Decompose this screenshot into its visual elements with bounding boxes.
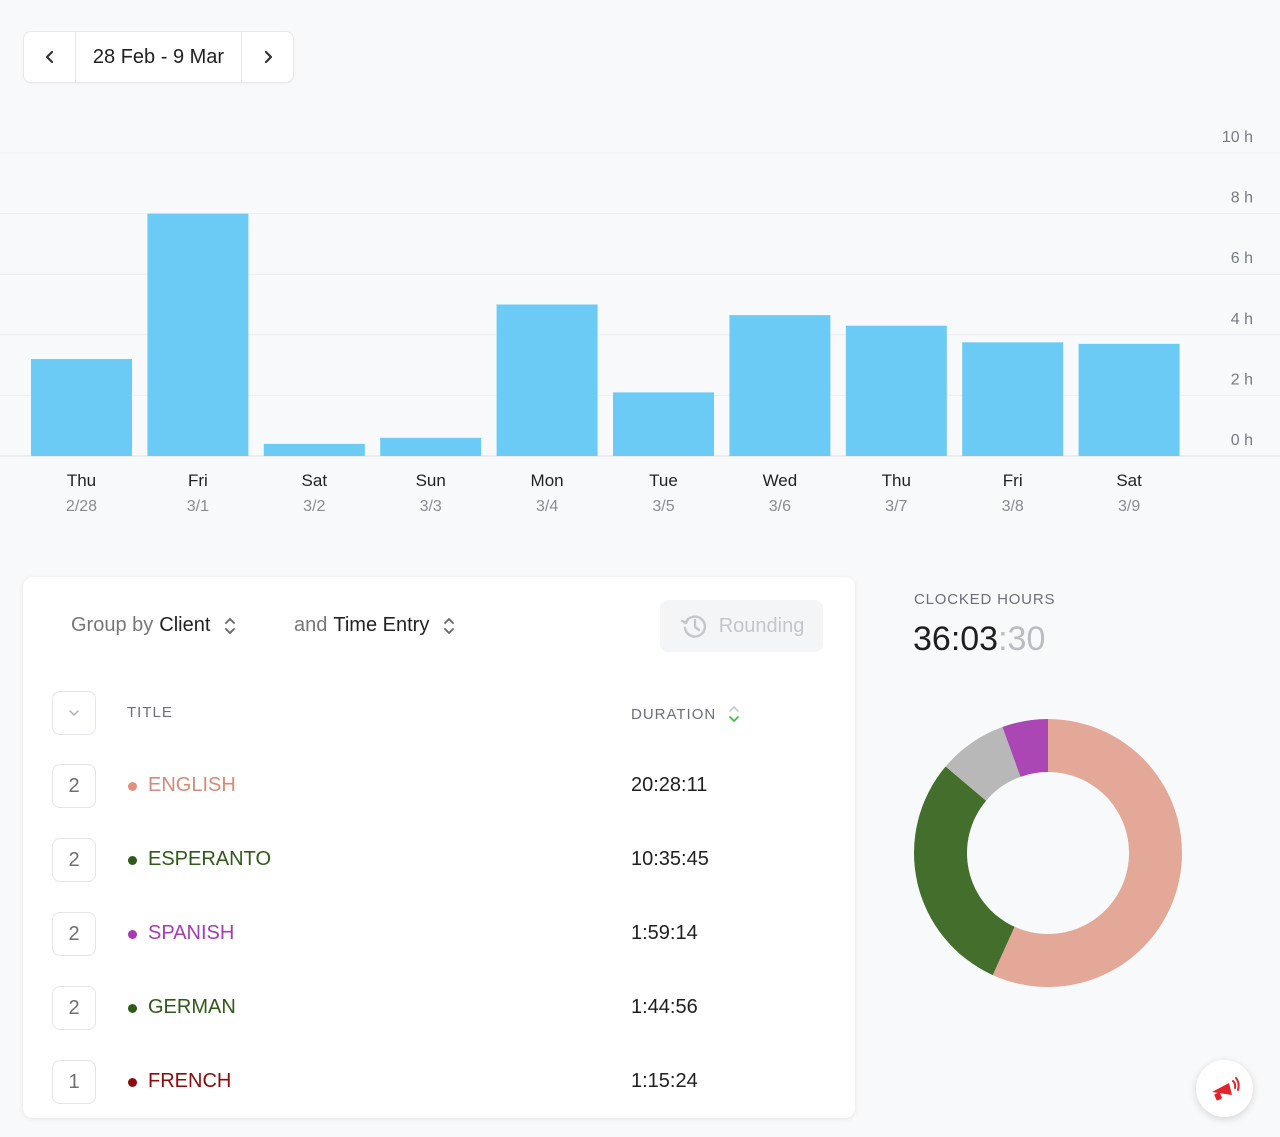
- next-range-button[interactable]: [241, 32, 293, 82]
- x-tick-day: Fri: [1003, 471, 1023, 490]
- entry-count-badge[interactable]: 2: [52, 986, 96, 1030]
- group-by-prefix: Group by: [71, 614, 154, 636]
- x-tick-day: Sat: [1116, 471, 1142, 490]
- table-header: TITLE DURATION: [23, 691, 855, 735]
- history-clock-icon: [679, 611, 709, 641]
- x-tick-date: 3/8: [1002, 498, 1024, 515]
- x-tick-date: 3/5: [652, 498, 674, 515]
- expand-all-button[interactable]: [52, 691, 96, 735]
- y-tick-label: 10 h: [1222, 129, 1253, 146]
- donut-slice-2[interactable]: [945, 726, 1021, 801]
- client-name[interactable]: FRENCH: [148, 1070, 232, 1092]
- x-tick-date: 3/2: [303, 498, 325, 515]
- x-tick-day: Sat: [302, 471, 328, 490]
- duration-column-label: DURATION: [631, 705, 717, 723]
- x-tick-day: Sun: [416, 471, 446, 490]
- client-color-dot: [128, 1004, 137, 1013]
- x-tick-date: 3/3: [420, 498, 442, 515]
- client-name[interactable]: ENGLISH: [148, 774, 236, 796]
- x-tick-date: 3/4: [536, 498, 558, 515]
- table-row[interactable]: 2 ENGLISH 20:28:11: [23, 764, 855, 808]
- clocked-hours-total: 36:03:30: [913, 620, 1045, 659]
- y-tick-label: 8 h: [1231, 190, 1253, 207]
- donut-slice-0[interactable]: [992, 719, 1183, 987]
- title-column-header: TITLE: [127, 704, 173, 721]
- client-name[interactable]: ESPERANTO: [148, 848, 271, 870]
- bar-1[interactable]: [147, 213, 249, 456]
- bar-9[interactable]: [1078, 343, 1180, 456]
- sub-group-value: Time Entry: [333, 614, 430, 636]
- clocked-hours-seconds: :30: [998, 620, 1046, 658]
- sub-group-prefix: and: [294, 614, 328, 636]
- chevron-down-icon: [69, 710, 79, 716]
- previous-range-button[interactable]: [24, 32, 76, 82]
- sort-updown-icon: [443, 616, 455, 636]
- client-duration: 20:28:11: [631, 774, 708, 796]
- x-tick-date: 3/7: [885, 498, 907, 515]
- y-tick-label: 2 h: [1231, 371, 1253, 388]
- bar-5[interactable]: [613, 392, 714, 456]
- client-color-dot: [128, 1078, 137, 1087]
- bar-8[interactable]: [962, 342, 1064, 456]
- date-range-label[interactable]: 28 Feb - 9 Mar: [92, 45, 225, 68]
- x-tick-day: Tue: [649, 471, 678, 490]
- daily-hours-bar-chart: 0 h 2 h 4 h 6 h 8 h 10 h Thu 2/28 Fri 3/1 Sat 3/2 Su…: [0, 129, 1280, 515]
- client-share-donut-chart: [914, 719, 1183, 987]
- client-name[interactable]: SPANISH: [148, 922, 235, 944]
- sort-updown-icon: [224, 616, 236, 636]
- client-duration: 1:44:56: [631, 996, 698, 1018]
- client-color-dot: [128, 782, 137, 791]
- clocked-hours-label: CLOCKED HOURS: [914, 591, 1056, 608]
- x-tick-date: 3/6: [769, 498, 791, 515]
- clocked-hours-main: 36:03: [913, 620, 999, 658]
- bar-6[interactable]: [729, 315, 831, 456]
- x-tick-day: Thu: [882, 471, 911, 490]
- table-row[interactable]: 2 GERMAN 1:44:56: [23, 986, 855, 1030]
- group-by-selector[interactable]: Group by Client: [71, 614, 236, 637]
- client-duration: 1:59:14: [631, 922, 698, 944]
- client-color-dot: [128, 930, 137, 939]
- feedback-button[interactable]: [1196, 1060, 1253, 1117]
- client-name[interactable]: GERMAN: [148, 996, 236, 1018]
- bar-3[interactable]: [380, 437, 482, 456]
- x-tick-date: 3/9: [1118, 498, 1140, 515]
- table-row[interactable]: 1 FRENCH 1:15:24: [23, 1060, 855, 1104]
- y-tick-label: 0 h: [1231, 432, 1253, 449]
- duration-column-header[interactable]: DURATION: [631, 704, 740, 724]
- rounding-label: Rounding: [718, 614, 805, 637]
- client-duration: 10:35:45: [631, 848, 709, 870]
- x-tick-day: Fri: [188, 471, 208, 490]
- bar-7[interactable]: [845, 325, 947, 456]
- donut-slice-3[interactable]: [1002, 719, 1048, 777]
- table-row[interactable]: 2 ESPERANTO 10:35:45: [23, 838, 855, 882]
- table-row[interactable]: 2 SPANISH 1:59:14: [23, 912, 855, 956]
- entry-count-badge[interactable]: 2: [52, 838, 96, 882]
- client-duration: 1:15:24: [631, 1070, 698, 1092]
- feedback-megaphone-icon: [1211, 1076, 1240, 1100]
- x-tick-date: 2/28: [66, 498, 97, 515]
- sort-descending-icon: [728, 704, 740, 724]
- y-tick-label: 4 h: [1231, 311, 1253, 328]
- date-range-picker: 28 Feb - 9 Mar: [23, 31, 294, 83]
- rounding-button[interactable]: Rounding: [660, 600, 823, 652]
- entry-count-badge[interactable]: 2: [52, 764, 96, 808]
- x-tick-day: Thu: [67, 471, 96, 490]
- sub-group-selector[interactable]: and Time Entry: [294, 614, 455, 637]
- group-by-value: Client: [159, 614, 211, 636]
- entry-count-badge[interactable]: 2: [52, 912, 96, 956]
- x-tick-day: Wed: [763, 471, 798, 490]
- y-tick-label: 6 h: [1231, 250, 1253, 267]
- report-table-card: Group by Client and Time Entry Roundi: [23, 577, 855, 1118]
- bar-0[interactable]: [31, 359, 132, 456]
- chevron-right-icon: [264, 50, 272, 64]
- donut-slice-1[interactable]: [914, 766, 1015, 976]
- x-tick-day: Mon: [531, 471, 564, 490]
- x-tick-date: 3/1: [187, 498, 209, 515]
- chevron-left-icon: [45, 50, 53, 64]
- entry-count-badge[interactable]: 1: [52, 1060, 96, 1104]
- bar-2[interactable]: [263, 443, 365, 456]
- client-color-dot: [128, 856, 137, 865]
- bar-4[interactable]: [496, 304, 598, 457]
